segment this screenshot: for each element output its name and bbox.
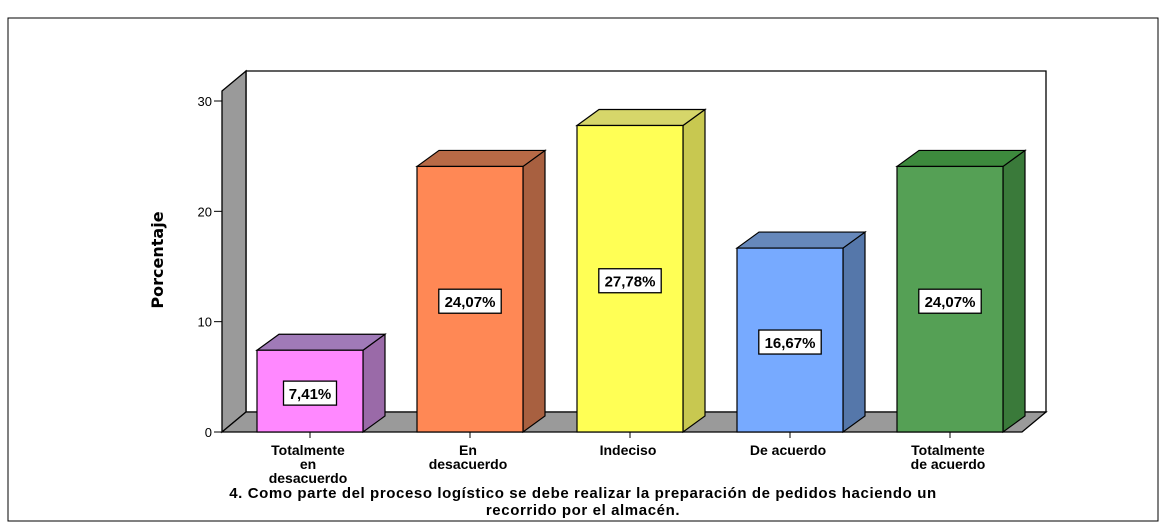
data-label: 24,07% [445,294,496,311]
bar-side [1002,149,1026,434]
y-tick-label: 0 [205,425,212,440]
bar-side [522,149,546,434]
x-tick-label: Totalmente [271,442,345,458]
x-tick-label: Totalmente [911,442,985,458]
data-label-box [598,268,662,294]
bar-side [362,333,386,434]
data-label: 7,41% [289,386,332,403]
data-label-box [918,288,982,314]
x-tick-label: en [300,456,316,472]
bar-top [415,149,547,168]
side-wall [221,69,247,434]
x-tick-label: Indeciso [600,442,657,458]
bar-top [255,333,387,351]
x-tick-label: desacuerdo [429,456,508,472]
x-tick-label: desacuerdo [269,470,348,486]
x-axis-title-line-1: 4. Como parte del proceso logístico se d… [229,485,937,502]
bar-side [682,108,706,434]
y-tick-label: 10 [198,315,212,330]
data-label: 24,07% [925,294,976,311]
bar-side [842,230,866,434]
bar-top [735,231,867,249]
data-label-box [438,288,502,314]
x-tick-label: En [459,442,477,458]
y-axis-title: Porcentaje [148,211,167,308]
y-tick-label: 20 [198,204,212,219]
data-label: 27,78% [605,274,656,291]
data-label-box [282,380,338,406]
x-tick-label: de acuerdo [911,456,986,472]
y-tick-label: 30 [198,94,212,109]
x-tick-label: De acuerdo [750,442,826,458]
data-label: 16,67% [765,335,816,352]
x-axis-title-line-2: recorrido por el almacén. [486,502,680,519]
bar-top [575,108,707,127]
data-label-box [758,329,822,355]
chart-frame [7,17,1159,522]
bar-top [895,149,1027,168]
